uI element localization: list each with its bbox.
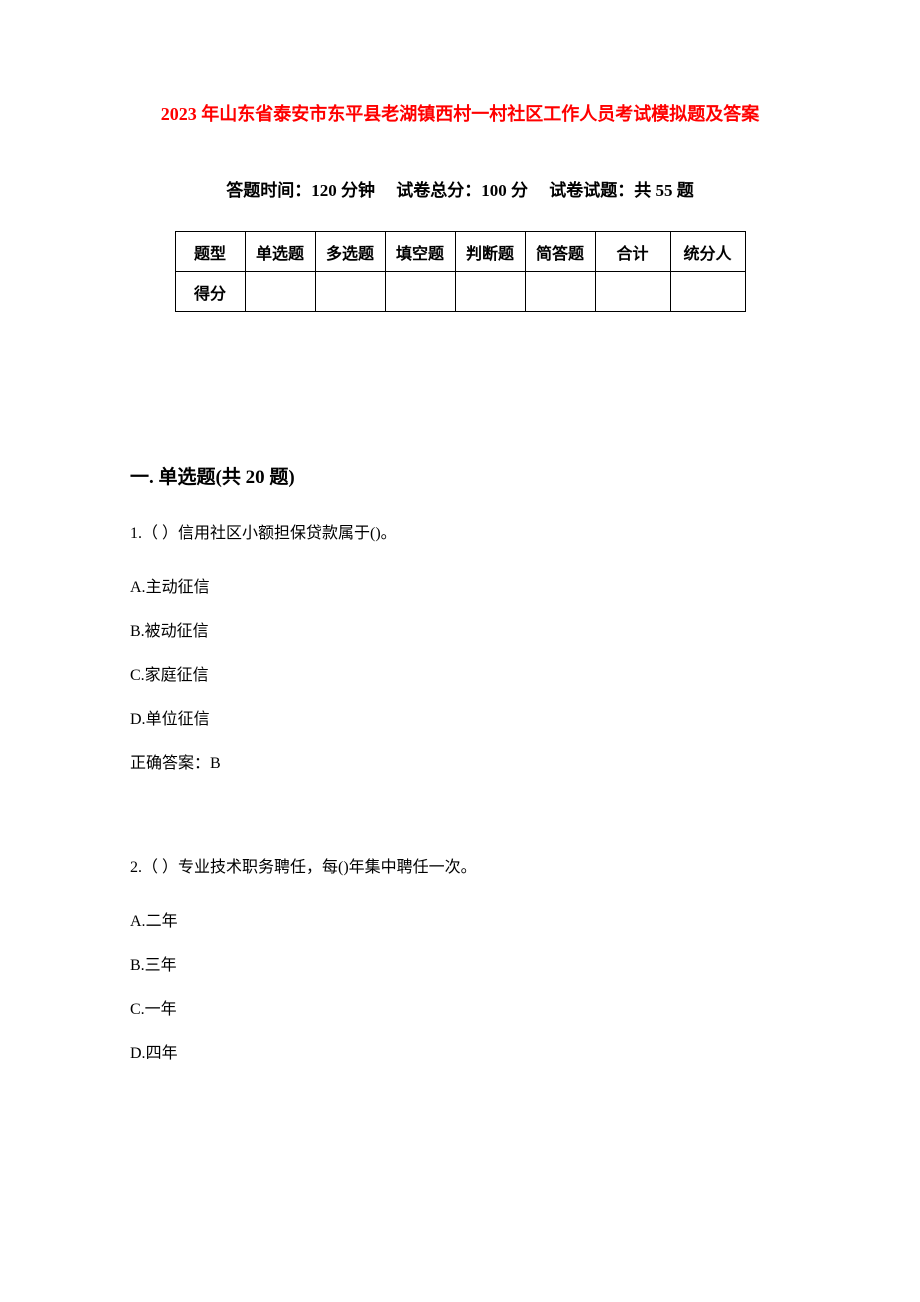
option-text: 四年 bbox=[146, 1045, 178, 1062]
section-title: 一. 单选题(共 20 题) bbox=[130, 462, 790, 489]
option-text: 主动征信 bbox=[146, 579, 210, 596]
exam-time: 答题时间：120 分钟 bbox=[226, 181, 375, 200]
table-cell bbox=[455, 272, 525, 312]
option-label: B. bbox=[130, 623, 145, 640]
table-header: 统分人 bbox=[670, 232, 745, 272]
table-header: 单选题 bbox=[245, 232, 315, 272]
option-text: 二年 bbox=[146, 913, 178, 930]
question-prefix: （ ） bbox=[142, 859, 178, 876]
option-text: 家庭征信 bbox=[145, 667, 209, 684]
question-number: 1. bbox=[130, 525, 142, 542]
option-label: D. bbox=[130, 711, 146, 728]
question-number: 2. bbox=[130, 859, 142, 876]
table-header: 填空题 bbox=[385, 232, 455, 272]
question-prefix: （ ） bbox=[142, 525, 178, 542]
table-cell bbox=[385, 272, 455, 312]
question-2: 2.（ ）专业技术职务聘任，每()年集中聘任一次。 A.二年 B.三年 C.一年… bbox=[130, 853, 790, 1063]
option-c: C.一年 bbox=[130, 995, 790, 1019]
option-b: B.三年 bbox=[130, 951, 790, 975]
answer-label: 正确答案： bbox=[130, 755, 210, 772]
score-table: 题型 单选题 多选题 填空题 判断题 简答题 合计 统分人 得分 bbox=[175, 231, 746, 312]
table-score-row: 得分 bbox=[175, 272, 745, 312]
question-content: 信用社区小额担保贷款属于()。 bbox=[178, 525, 397, 542]
option-label: C. bbox=[130, 1001, 145, 1018]
option-label: A. bbox=[130, 913, 146, 930]
document-title: 2023 年山东省泰安市东平县老湖镇西村一村社区工作人员考试模拟题及答案 bbox=[130, 100, 790, 126]
question-text: 1.（ ）信用社区小额担保贷款属于()。 bbox=[130, 519, 790, 543]
table-cell bbox=[315, 272, 385, 312]
option-text: 一年 bbox=[145, 1001, 177, 1018]
option-text: 被动征信 bbox=[145, 623, 209, 640]
answer-value: B bbox=[210, 755, 221, 772]
table-header: 合计 bbox=[595, 232, 670, 272]
correct-answer: 正确答案：B bbox=[130, 749, 790, 773]
table-header: 题型 bbox=[175, 232, 245, 272]
table-cell bbox=[670, 272, 745, 312]
option-d: D.四年 bbox=[130, 1039, 790, 1063]
table-cell bbox=[525, 272, 595, 312]
question-content: 专业技术职务聘任，每()年集中聘任一次。 bbox=[178, 859, 477, 876]
exam-info: 答题时间：120 分钟 试卷总分：100 分 试卷试题：共 55 题 bbox=[130, 176, 790, 201]
table-header-row: 题型 单选题 多选题 填空题 判断题 简答题 合计 统分人 bbox=[175, 232, 745, 272]
table-header: 多选题 bbox=[315, 232, 385, 272]
option-label: D. bbox=[130, 1045, 146, 1062]
option-label: A. bbox=[130, 579, 146, 596]
exam-question-count: 试卷试题：共 55 题 bbox=[549, 181, 694, 200]
option-a: A.二年 bbox=[130, 907, 790, 931]
option-c: C.家庭征信 bbox=[130, 661, 790, 685]
exam-total-score: 试卷总分：100 分 bbox=[396, 181, 528, 200]
table-cell bbox=[245, 272, 315, 312]
option-d: D.单位征信 bbox=[130, 705, 790, 729]
table-row-label: 得分 bbox=[175, 272, 245, 312]
table-cell bbox=[595, 272, 670, 312]
question-text: 2.（ ）专业技术职务聘任，每()年集中聘任一次。 bbox=[130, 853, 790, 877]
option-b: B.被动征信 bbox=[130, 617, 790, 641]
option-label: B. bbox=[130, 957, 145, 974]
question-1: 1.（ ）信用社区小额担保贷款属于()。 A.主动征信 B.被动征信 C.家庭征… bbox=[130, 519, 790, 773]
table-header: 判断题 bbox=[455, 232, 525, 272]
option-label: C. bbox=[130, 667, 145, 684]
table-header: 简答题 bbox=[525, 232, 595, 272]
option-text: 三年 bbox=[145, 957, 177, 974]
option-text: 单位征信 bbox=[146, 711, 210, 728]
option-a: A.主动征信 bbox=[130, 573, 790, 597]
